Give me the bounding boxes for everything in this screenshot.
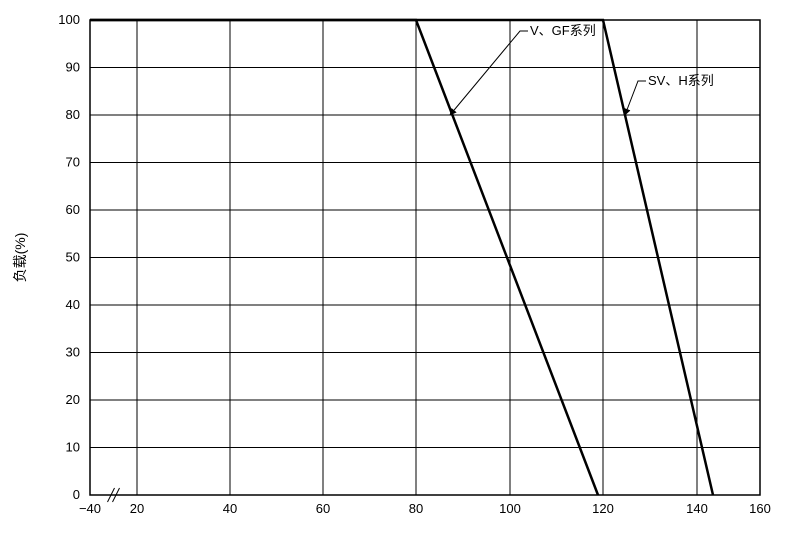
y-tick-label: 100 bbox=[58, 12, 80, 27]
x-tick-label: 140 bbox=[686, 501, 708, 516]
x-tick-label: 80 bbox=[409, 501, 423, 516]
x-tick-label: 60 bbox=[316, 501, 330, 516]
x-tick-label: −40 bbox=[79, 501, 101, 516]
y-tick-label: 10 bbox=[66, 440, 80, 455]
y-tick-label: 80 bbox=[66, 107, 80, 122]
y-tick-label: 60 bbox=[66, 202, 80, 217]
x-tick-label: 120 bbox=[592, 501, 614, 516]
load-derating-chart: 0 10 20 30 40 50 60 70 80 90 100 −40 20 40 60 80 100 120 1… bbox=[0, 0, 786, 535]
series-leader-0 bbox=[450, 31, 528, 115]
y-tick-label: 20 bbox=[66, 392, 80, 407]
y-tick-label: 50 bbox=[66, 250, 80, 265]
y-tick-label: 30 bbox=[66, 345, 80, 360]
x-tick-label: 20 bbox=[130, 501, 144, 516]
series-leader-1 bbox=[625, 81, 646, 115]
y-axis-label: 负载(%) bbox=[12, 233, 28, 283]
x-tick-label: 100 bbox=[499, 501, 521, 516]
x-tick-label: 40 bbox=[223, 501, 237, 516]
series-label-0: V、GF系列 bbox=[530, 23, 596, 38]
y-tick-label: 0 bbox=[73, 487, 80, 502]
x-tick-label: 160 bbox=[749, 501, 771, 516]
y-tick-label: 90 bbox=[66, 60, 80, 75]
y-tick-label: 40 bbox=[66, 297, 80, 312]
y-tick-label: 70 bbox=[66, 155, 80, 170]
series-label-1: SV、H系列 bbox=[648, 73, 714, 88]
